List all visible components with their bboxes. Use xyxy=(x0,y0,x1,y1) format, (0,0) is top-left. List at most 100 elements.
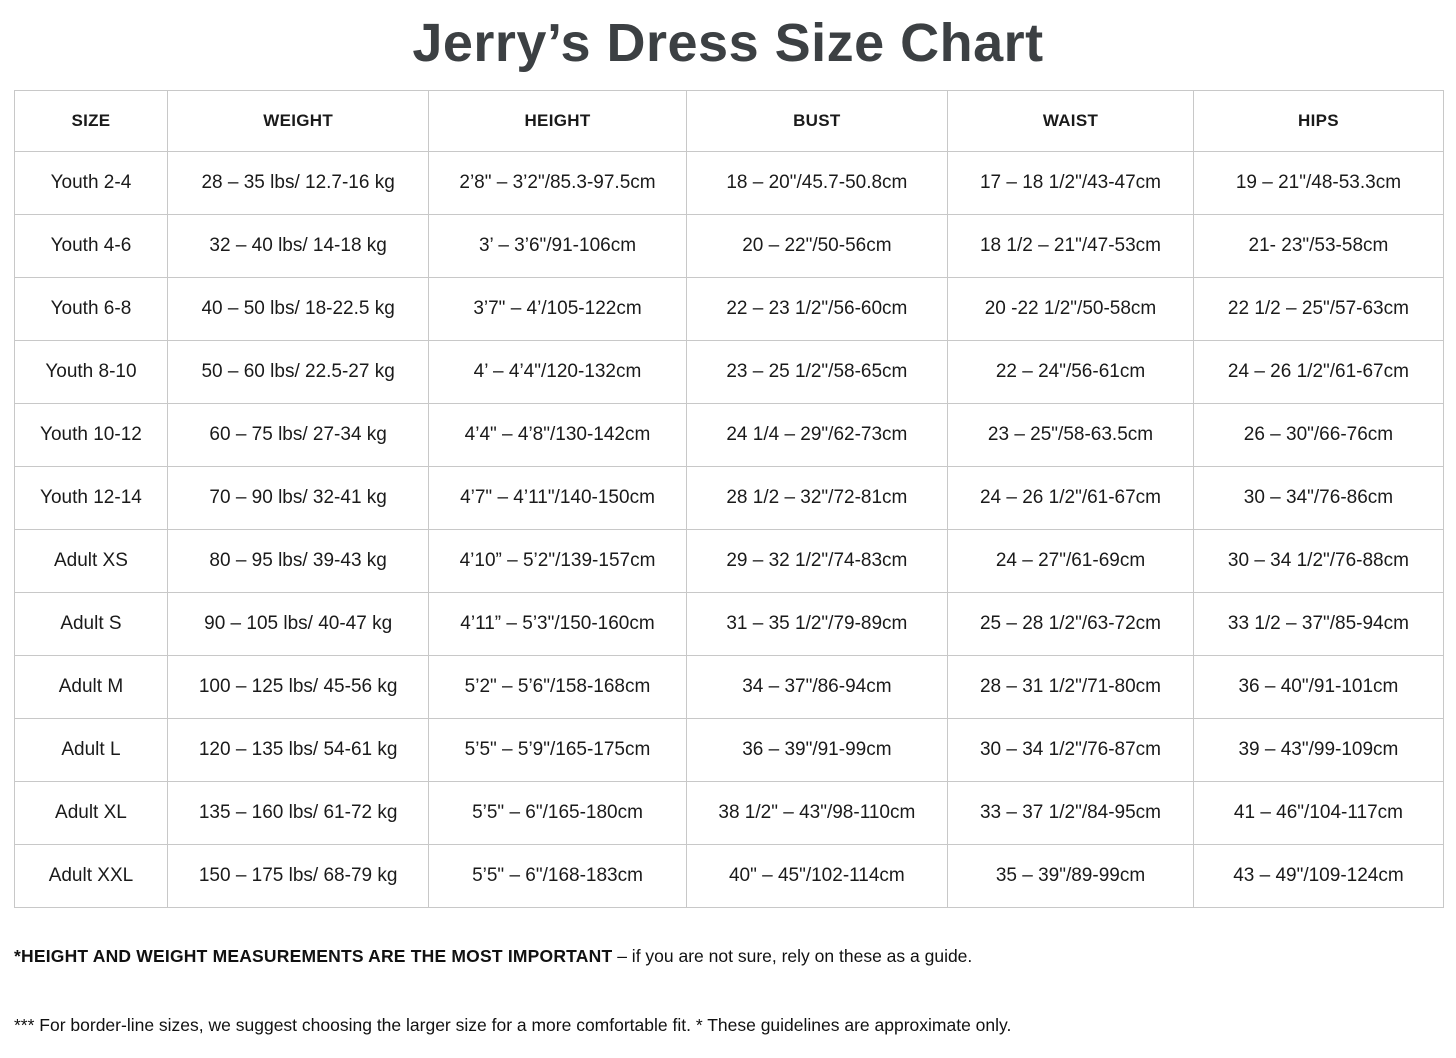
table-cell: 90 – 105 lbs/ 40-47 kg xyxy=(166,592,430,656)
table-cell: 17 – 18 1/2"/43-47cm xyxy=(947,151,1194,215)
table-cell: 30 – 34 1/2"/76-87cm xyxy=(947,718,1194,782)
header-row: SIZE WEIGHT HEIGHT BUST WAIST HIPS xyxy=(14,90,1445,152)
table-cell: 34 – 37"/86-94cm xyxy=(685,655,949,719)
table-cell: 32 – 40 lbs/ 14-18 kg xyxy=(166,214,430,278)
footnotes: *HEIGHT AND WEIGHT MEASUREMENTS ARE THE … xyxy=(14,946,1456,1036)
table-cell: 23 – 25"/58-63.5cm xyxy=(947,403,1194,467)
table-cell: 31 – 35 1/2"/79-89cm xyxy=(685,592,949,656)
table-row: Youth 10-12 60 – 75 lbs/ 27-34 kg 4’4" – 4… xyxy=(14,403,1445,467)
table-row: Youth 8-10 50 – 60 lbs/ 22.5-27 kg 4’ – 4’… xyxy=(14,340,1445,404)
table-cell: 43 – 49"/109-124cm xyxy=(1192,844,1445,908)
table-cell: 3’7" – 4’/105-122cm xyxy=(428,277,687,341)
header-hips: HIPS xyxy=(1192,90,1445,152)
table-cell: 19 – 21"/48-53.3cm xyxy=(1192,151,1445,215)
table-cell: 23 – 25 1/2"/58-65cm xyxy=(685,340,949,404)
table-cell: 100 – 125 lbs/ 45-56 kg xyxy=(166,655,430,719)
table-cell: 21- 23"/53-58cm xyxy=(1192,214,1445,278)
footnote-height-weight: *HEIGHT AND WEIGHT MEASUREMENTS ARE THE … xyxy=(14,946,1456,967)
table-cell: 22 – 24"/56-61cm xyxy=(947,340,1194,404)
table-cell: 5’5" – 6"/165-180cm xyxy=(428,781,687,845)
table-cell: 80 – 95 lbs/ 39-43 kg xyxy=(166,529,430,593)
table-cell: 150 – 175 lbs/ 68-79 kg xyxy=(166,844,430,908)
size-chart-table: SIZE WEIGHT HEIGHT BUST WAIST HIPS Youth… xyxy=(14,90,1445,908)
table-cell: 2’8" – 3’2"/85.3-97.5cm xyxy=(428,151,687,215)
footnote-borderline-sizes: *** For border-line sizes, we suggest ch… xyxy=(14,1015,1012,1035)
table-cell: 28 1/2 – 32"/72-81cm xyxy=(685,466,949,530)
table-cell: 36 – 40"/91-101cm xyxy=(1192,655,1445,719)
header-height: HEIGHT xyxy=(428,90,687,152)
table-cell: 40 – 50 lbs/ 18-22.5 kg xyxy=(166,277,430,341)
size-cell: Youth 12-14 xyxy=(14,466,168,530)
table-row: Adult XXL 150 – 175 lbs/ 68-79 kg 5’5" – 6… xyxy=(14,844,1445,908)
size-cell: Adult XS xyxy=(14,529,168,593)
table-cell: 4’4" – 4’8"/130-142cm xyxy=(428,403,687,467)
table-row: Adult XL 135 – 160 lbs/ 61-72 kg 5’5" – 6"… xyxy=(14,781,1445,845)
table-cell: 4’ – 4’4"/120-132cm xyxy=(428,340,687,404)
table-cell: 24 1/4 – 29"/62-73cm xyxy=(685,403,949,467)
page-title: Jerry’s Dress Size Chart xyxy=(412,13,1044,73)
table-row: Adult L 120 – 135 lbs/ 54-61 kg 5’5" – 5’9… xyxy=(14,718,1445,782)
table-row: Youth 12-14 70 – 90 lbs/ 32-41 kg 4’7" – 4… xyxy=(14,466,1445,530)
table-cell: 120 – 135 lbs/ 54-61 kg xyxy=(166,718,430,782)
table-row: Adult S 90 – 105 lbs/ 40-47 kg 4’11” – 5’3… xyxy=(14,592,1445,656)
table-cell: 35 – 39"/89-99cm xyxy=(947,844,1194,908)
table-cell: 5’5" – 5’9"/165-175cm xyxy=(428,718,687,782)
table-row: Youth 2-4 28 – 35 lbs/ 12.7-16 kg 2’8" – 3… xyxy=(14,151,1445,215)
table-cell: 41 – 46"/104-117cm xyxy=(1192,781,1445,845)
size-cell: Youth 6-8 xyxy=(14,277,168,341)
size-cell: Youth 10-12 xyxy=(14,403,168,467)
table-cell: 26 – 30"/66-76cm xyxy=(1192,403,1445,467)
table-cell: 39 – 43"/99-109cm xyxy=(1192,718,1445,782)
size-cell: Youth 4-6 xyxy=(14,214,168,278)
header-size: SIZE xyxy=(14,90,168,152)
table-row: Adult M 100 – 125 lbs/ 45-56 kg 5’2" – 5’6… xyxy=(14,655,1445,719)
table-cell: 24 – 26 1/2"/61-67cm xyxy=(1192,340,1445,404)
table-header: SIZE WEIGHT HEIGHT BUST WAIST HIPS xyxy=(14,90,1445,152)
table-cell: 30 – 34"/76-86cm xyxy=(1192,466,1445,530)
table-cell: 4’11” – 5’3"/150-160cm xyxy=(428,592,687,656)
size-cell: Adult L xyxy=(14,718,168,782)
size-cell: Adult M xyxy=(14,655,168,719)
table-cell: 60 – 75 lbs/ 27-34 kg xyxy=(166,403,430,467)
table-cell: 38 1/2" – 43"/98-110cm xyxy=(685,781,949,845)
table-body: Youth 2-4 28 – 35 lbs/ 12.7-16 kg 2’8" – 3… xyxy=(14,151,1445,908)
table-cell: 20 – 22"/50-56cm xyxy=(685,214,949,278)
table-row: Adult XS 80 – 95 lbs/ 39-43 kg 4’10” – 5’2… xyxy=(14,529,1445,593)
table-cell: 22 – 23 1/2"/56-60cm xyxy=(685,277,949,341)
table-cell: 24 – 26 1/2"/61-67cm xyxy=(947,466,1194,530)
table-cell: 18 – 20"/45.7-50.8cm xyxy=(685,151,949,215)
table-cell: 29 – 32 1/2"/74-83cm xyxy=(685,529,949,593)
footnote-bold-text: *HEIGHT AND WEIGHT MEASUREMENTS ARE THE … xyxy=(14,946,613,966)
table-cell: 25 – 28 1/2"/63-72cm xyxy=(947,592,1194,656)
table-cell: 30 – 34 1/2"/76-88cm xyxy=(1192,529,1445,593)
table-cell: 28 – 35 lbs/ 12.7-16 kg xyxy=(166,151,430,215)
table-cell: 18 1/2 – 21"/47-53cm xyxy=(947,214,1194,278)
table-cell: 5’5" – 6"/168-183cm xyxy=(428,844,687,908)
table-cell: 3’ – 3’6"/91-106cm xyxy=(428,214,687,278)
table-cell: 20 -22 1/2"/50-58cm xyxy=(947,277,1194,341)
header-weight: WEIGHT xyxy=(166,90,430,152)
size-cell: Youth 8-10 xyxy=(14,340,168,404)
table-cell: 28 – 31 1/2"/71-80cm xyxy=(947,655,1194,719)
table-cell: 70 – 90 lbs/ 32-41 kg xyxy=(166,466,430,530)
table-cell: 135 – 160 lbs/ 61-72 kg xyxy=(166,781,430,845)
size-cell: Adult XXL xyxy=(14,844,168,908)
table-cell: 36 – 39"/91-99cm xyxy=(685,718,949,782)
size-cell: Adult XL xyxy=(14,781,168,845)
table-cell: 4’10” – 5’2"/139-157cm xyxy=(428,529,687,593)
header-bust: BUST xyxy=(685,90,949,152)
table-row: Youth 6-8 40 – 50 lbs/ 18-22.5 kg 3’7" – 4… xyxy=(14,277,1445,341)
table-cell: 40" – 45"/102-114cm xyxy=(685,844,949,908)
table-cell: 24 – 27"/61-69cm xyxy=(947,529,1194,593)
size-cell: Adult S xyxy=(14,592,168,656)
table-cell: 22 1/2 – 25"/57-63cm xyxy=(1192,277,1445,341)
footnote-regular-text: – if you are not sure, rely on these as … xyxy=(612,946,973,966)
table-cell: 5’2" – 5’6"/158-168cm xyxy=(428,655,687,719)
table-row: Youth 4-6 32 – 40 lbs/ 14-18 kg 3’ – 3’6"/… xyxy=(14,214,1445,278)
header-waist: WAIST xyxy=(947,90,1194,152)
table-cell: 50 – 60 lbs/ 22.5-27 kg xyxy=(166,340,430,404)
table-cell: 33 1/2 – 37"/85-94cm xyxy=(1192,592,1445,656)
table-cell: 4’7" – 4’11"/140-150cm xyxy=(428,466,687,530)
table-cell: 33 – 37 1/2"/84-95cm xyxy=(947,781,1194,845)
size-cell: Youth 2-4 xyxy=(14,151,168,215)
